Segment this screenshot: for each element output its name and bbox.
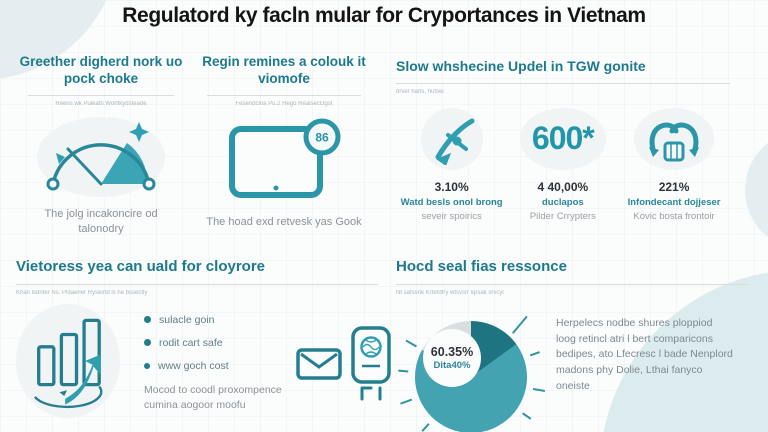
bullet-label: sulacle goin: [159, 313, 215, 326]
envelope-icon: [296, 348, 342, 380]
stat-iconbox: 600*: [507, 107, 618, 171]
stat-iconbox: [396, 107, 507, 171]
gauge-caption: The jolg incakoncire od talonodry: [44, 207, 158, 235]
tablet-icon-zone: 86: [194, 117, 374, 205]
checklist-content: sulacle goin rodit cart safe www goch co…: [16, 303, 391, 424]
stats-row: 3.10% Watd besls onol brong seveir spoir…: [396, 107, 730, 224]
donut-tick: [400, 398, 413, 405]
stat-label: duclapos: [541, 196, 584, 208]
bullet-dot-icon: [144, 339, 151, 347]
divider: [396, 283, 748, 285]
donut-heading: Hocd seal fias ressonce: [396, 258, 567, 275]
stat-halo: [634, 107, 715, 170]
passport-icon: [351, 326, 391, 401]
bullet-label: rodit cart safe: [159, 336, 223, 349]
section-donut: Hocd seal fias ressonce Nt safssnk Krtef…: [396, 258, 748, 432]
stat-sublabel: Pilder Crrypters: [529, 210, 596, 222]
stat-label: Infondecant dojjeser: [627, 196, 721, 208]
divider: [16, 283, 378, 285]
stat-item: 600* 4 40,00% duclapos Pilder Crrypters: [507, 107, 618, 224]
section-checklist: Vietoress yea can uald for cloyrore Khan…: [16, 258, 391, 424]
donut-tick: [398, 369, 409, 373]
donut-chart: 60.35% Dita40%: [396, 302, 546, 432]
divider: [27, 94, 175, 96]
bar-chart-icon: [33, 318, 103, 408]
gauge-heading: Greether digherd nork uo pock choke: [19, 54, 183, 86]
section-stats: Slow whshecine Updel in TGW gonite drver…: [396, 58, 730, 223]
donut-tick: [532, 387, 546, 392]
donut-center-label: Dita40%: [433, 359, 471, 371]
bullet-item: sulacle goin: [144, 314, 294, 326]
stat-item: 221% Infondecant dojjeser Kovic bosta fr…: [618, 107, 729, 224]
stat-label: Watd besls onol brong: [400, 196, 503, 208]
stats-subcaption: drver harls, hufsei: [396, 88, 444, 95]
stat-big-number: 600*: [531, 120, 595, 156]
section-gauge: Greether digherd nork uo pock choke Reen…: [16, 54, 186, 236]
barchart-halo: [16, 303, 120, 418]
stat-item: 3.10% Watd besls onol brong seveir spoir…: [396, 107, 507, 224]
stats-heading: Slow whshecine Updel in TGW gonite: [396, 58, 646, 74]
gauge-icon: [46, 121, 156, 191]
donut-center-value: 60.35%: [430, 344, 474, 359]
donut-tick: [529, 350, 540, 357]
checklist-text-col: sulacle goin rodit cart safe www goch co…: [144, 304, 294, 424]
bullet-dot-icon: [144, 316, 151, 324]
hooks-icon: [649, 122, 700, 161]
checklist-subcaption: Khan lsdnter Ns. Pldaerler Ryseirtd ls h…: [16, 289, 148, 296]
gauge-subcaption: Reens wk Puleatn Worlfkydsteade: [55, 100, 147, 107]
page-title: Regulatord ky facln mular for Cryportanc…: [122, 4, 646, 27]
gauge-icon-zone: [16, 116, 186, 197]
donut-subcaption: Nt safssnk Krtefdfry wtsvsrr lqrsak srvc…: [396, 289, 504, 296]
bullet-dot-icon: [144, 362, 150, 369]
donut-paragraph: Herpelecs nodbe shures ploppiod loog ret…: [556, 316, 733, 392]
stat-sublabel: Kovic bosta frontoir: [633, 210, 715, 222]
decorative-blob-right: [745, 130, 768, 250]
tablet-heading: Regin remines a colouk it viomofe: [202, 54, 366, 86]
checklist-heading: Vietoress yea can uald for cloyrore: [16, 258, 266, 275]
stat-sublabel: seveir spoirics: [421, 210, 482, 222]
divider: [396, 82, 730, 84]
bullet-list: sulacle goin rodit cart safe www goch co…: [144, 314, 294, 372]
bullet-label: www goch cost: [158, 359, 229, 372]
donut-content: 60.35% Dita40% Herpelecs nodbe shures pl…: [396, 302, 748, 432]
stat-halo: [420, 107, 483, 170]
section-tablet: Regin remines a colouk it viomofe Fesend…: [194, 54, 374, 230]
tablet-subcaption: Fesendclna Pu.2 Hego Realsecl3gst: [235, 100, 333, 107]
divider: [206, 94, 362, 96]
bullet-item: rodit cart safe: [144, 337, 294, 349]
donut-tick: [512, 315, 528, 334]
stat-value: 3.10%: [434, 179, 469, 194]
rocket-icon: [435, 118, 475, 165]
stat-halo: 600*: [519, 107, 606, 170]
donut-center: 60.35% Dita40%: [423, 328, 481, 387]
tablet-icon: 86: [229, 118, 341, 198]
tablet-badge: 86: [315, 130, 329, 144]
checklist-paragraph: Mocod to coodl proxompence cumina aogoor…: [144, 383, 282, 411]
gauge-halo: [37, 116, 165, 197]
donut-tick: [405, 339, 417, 348]
donut-tick: [421, 422, 430, 432]
tablet-caption: The hoad exd retvesk yas Gook: [206, 215, 362, 228]
donut-tick: [522, 412, 532, 420]
stat-value: 4 40,00%: [537, 179, 589, 194]
stat-iconbox: [618, 107, 729, 171]
bullet-item: www goch cost: [144, 360, 294, 372]
stat-value: 221%: [658, 179, 690, 194]
documents-icon-group: [296, 326, 394, 402]
